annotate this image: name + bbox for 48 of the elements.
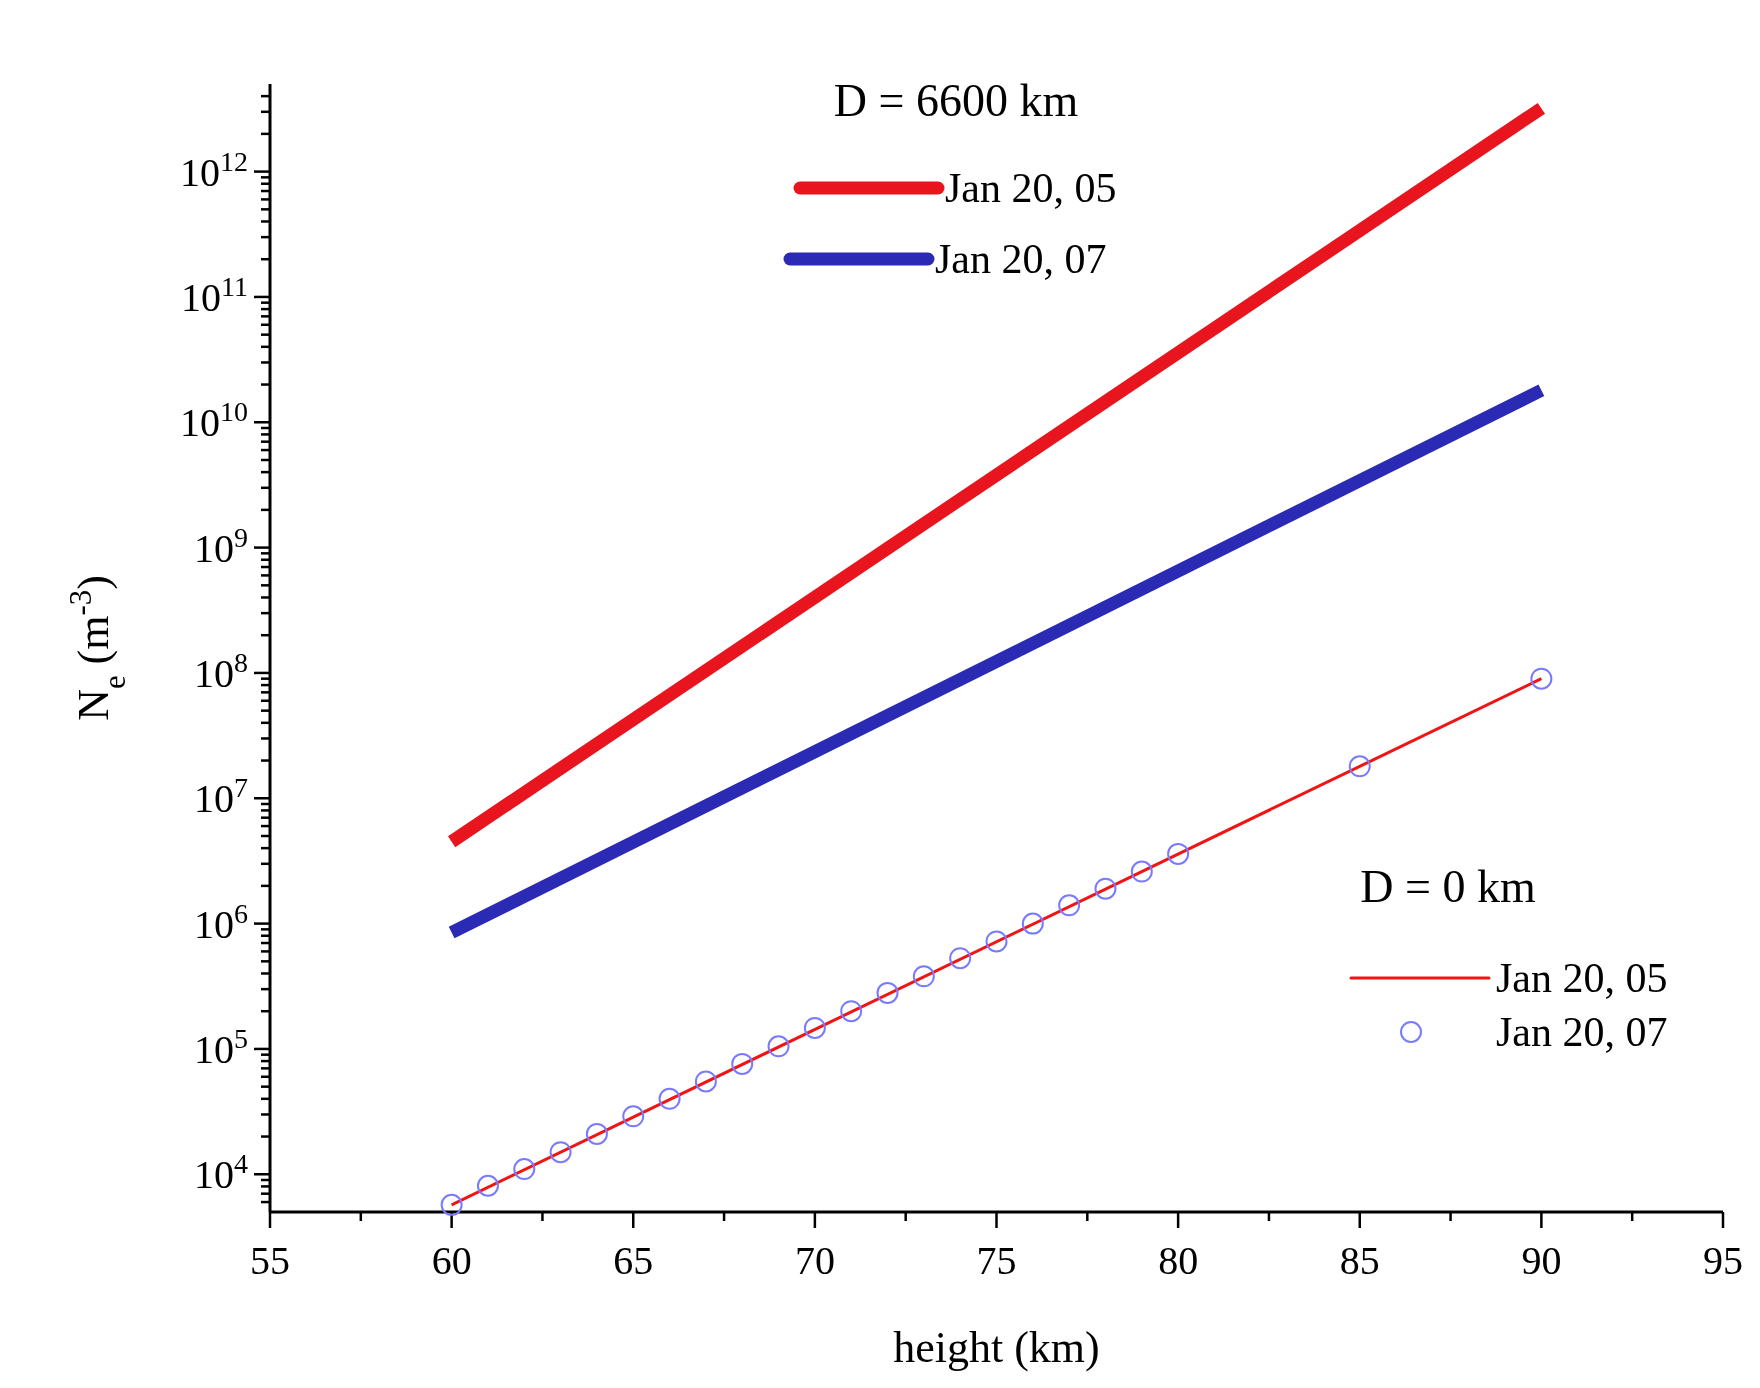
- x-tick-label: 90: [1521, 1238, 1562, 1283]
- x-tick-label: 75: [976, 1238, 1017, 1283]
- point: [549, 1141, 572, 1164]
- y-tick-label: 10$^{6}$: [194, 897, 248, 947]
- y-tick-label: 10$^{12}$: [180, 145, 248, 195]
- point: [949, 947, 972, 970]
- y-tick-label: 10$^{5}$: [194, 1022, 248, 1072]
- point: [513, 1158, 536, 1181]
- x-tick-label: 70: [794, 1238, 835, 1283]
- x-tick-label: 95: [1703, 1238, 1743, 1283]
- x-tick-label: 85: [1339, 1238, 1380, 1283]
- x-tick-label: 80: [1158, 1238, 1199, 1283]
- point: [840, 1000, 863, 1023]
- point: [440, 1193, 463, 1216]
- y-tick-label: 10$^{10}$: [180, 395, 248, 446]
- y-tick-label: 10$^{11}$: [181, 270, 248, 320]
- point: [731, 1052, 754, 1075]
- point: [1021, 912, 1044, 935]
- y-tick-label: 10$^{7}$: [194, 771, 248, 822]
- point: [1530, 667, 1553, 690]
- point: [1058, 894, 1081, 917]
- x-tick-label: 65: [613, 1238, 654, 1283]
- point: [622, 1105, 645, 1128]
- x-tick-label: 55: [250, 1238, 290, 1283]
- legend-label: Jan 20, 05: [1496, 955, 1668, 1001]
- point: [876, 981, 899, 1004]
- y-tick-label: 10$^{9}$: [194, 521, 248, 571]
- point: [585, 1122, 608, 1145]
- legend-label: Jan 20, 07: [935, 236, 1107, 282]
- annotation: D = 0 km: [1360, 861, 1536, 912]
- legend-label: Jan 20, 05: [945, 165, 1117, 211]
- point: [694, 1070, 717, 1093]
- point: [476, 1174, 499, 1197]
- point: [1348, 755, 1371, 778]
- point: [985, 930, 1008, 953]
- point: [1130, 860, 1153, 883]
- x-tick-label: 60: [431, 1238, 472, 1283]
- y-tick-label: 10$^{4}$: [194, 1147, 248, 1198]
- y-tick-label: 10$^{8}$: [194, 646, 248, 696]
- point: [767, 1035, 790, 1058]
- point: [1167, 842, 1190, 865]
- point: [803, 1016, 826, 1039]
- annotation: D = 6600 km: [833, 75, 1079, 126]
- legend-label: Jan 20, 07: [1496, 1009, 1668, 1055]
- point: [1094, 877, 1117, 900]
- x-axis-title: height (km): [893, 1323, 1100, 1372]
- point: [912, 965, 935, 988]
- point: [658, 1087, 681, 1110]
